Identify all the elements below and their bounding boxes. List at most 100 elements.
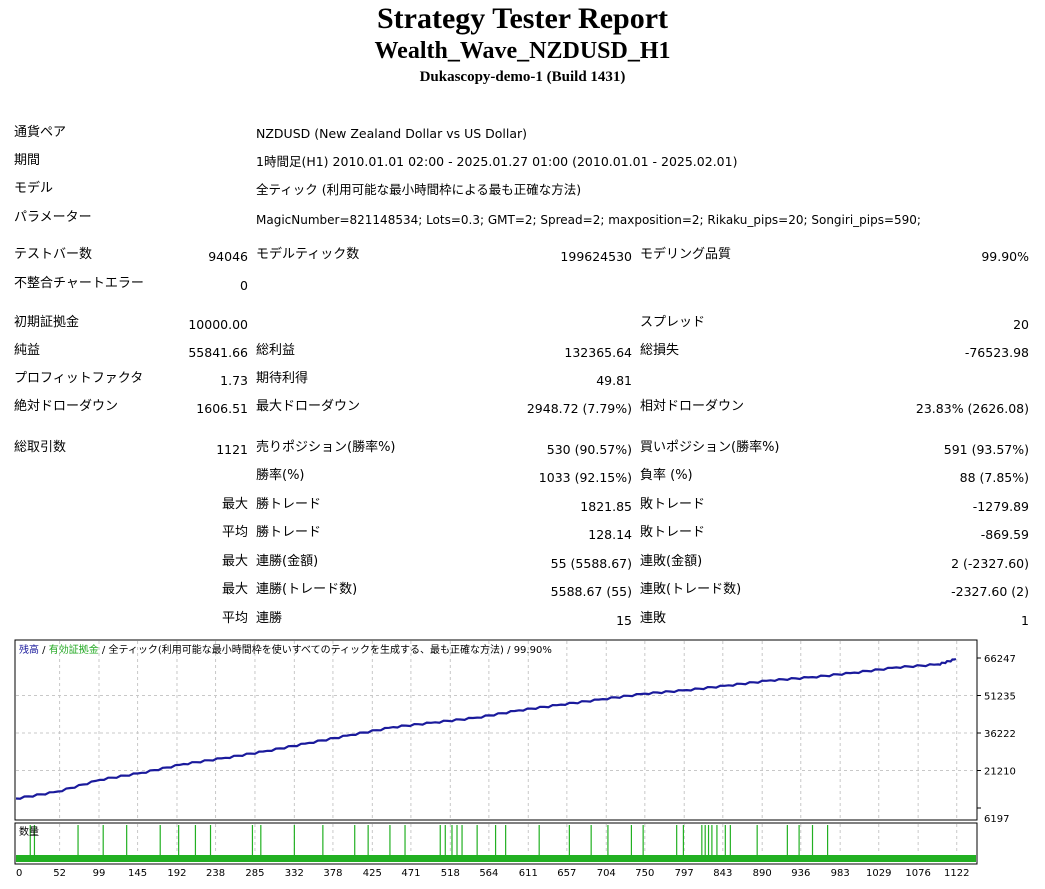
bars-label: テストバー数 [14, 247, 93, 262]
consec-win-count-value: 5588.67 (55) [550, 584, 632, 599]
consec-win-money-label: 連勝(金額) [256, 554, 319, 569]
report-subtitle: Wealth_Wave_NZDUSD_H1 [374, 38, 671, 64]
quality-value: 99.90% [981, 249, 1029, 264]
chart-grid [16, 641, 976, 819]
gross-profit-label: 総利益 [256, 343, 296, 358]
main-plot-frame [14, 639, 978, 821]
x-tick-label: 564 [479, 868, 498, 879]
gross-loss-value: -76523.98 [964, 345, 1029, 360]
x-tick-label: 936 [791, 868, 810, 879]
period-label: 期間 [14, 153, 41, 168]
x-tick-label: 611 [519, 868, 538, 879]
avg-win-value: 128.14 [588, 527, 632, 542]
pair-label: 通貨ペア [14, 125, 67, 140]
avg-loss-value: -869.59 [980, 527, 1029, 542]
x-tick-label: 1122 [944, 868, 969, 879]
avg-consec-win-label: 連勝 [256, 611, 283, 626]
long-positions-label: 買いポジション(勝率%) [640, 440, 780, 455]
chart-legend: 残高 / 有効証拠金 / 全ティック(利用可能な最小時間枠を使いすべてのティック… [19, 643, 552, 656]
legend-model: / 全ティック(利用可能な最小時間枠を使いすべてのティックを生成する、最も正確な… [99, 643, 552, 656]
lossrate-label: 負率 (%) [640, 468, 693, 483]
bars-value: 94046 [208, 249, 248, 264]
model-label: モデル [14, 181, 54, 196]
x-tick-label: 518 [441, 868, 460, 879]
params-label: パラメーター [14, 210, 92, 225]
max-win-value: 1821.85 [580, 499, 632, 514]
volume-baseline [16, 855, 976, 862]
y-tick-label: 66247 [984, 654, 1016, 665]
x-tick-label: 843 [713, 868, 732, 879]
x-tick-label: 52 [53, 868, 66, 879]
x-tick-label: 1076 [905, 868, 930, 879]
y-tick-labels: 66247 51235 36222 21210 6197 [977, 654, 1016, 825]
avg-consec-loss-value: 1 [1021, 613, 1029, 628]
x-tick-label: 192 [167, 868, 186, 879]
total-trades-value: 1121 [216, 442, 248, 457]
ticks-value: 199624530 [560, 249, 632, 264]
deposit-label: 初期証拠金 [14, 315, 80, 330]
report-build: Dukascopy-demo-1 (Build 1431) [419, 69, 626, 85]
winrate-label: 勝率(%) [256, 468, 305, 483]
lossrate-value: 88 (7.85%) [959, 470, 1029, 485]
total-trades-label: 総取引数 [14, 440, 67, 455]
consec-win-count-label: 連勝(トレード数) [256, 582, 358, 597]
short-positions-value: 530 (90.57%) [546, 442, 632, 457]
abs-drawdown-value: 1606.51 [196, 401, 248, 416]
y-tick-label: 6197 [984, 814, 1009, 825]
params-value: MagicNumber=821148534; Lots=0.3; GMT=2; … [256, 213, 921, 227]
x-tick-label: 1029 [866, 868, 891, 879]
period-value: 1時間足(H1) 2010.01.01 02:00 - 2025.01.27 0… [256, 154, 738, 169]
avg-loss-label: 敗トレード [640, 525, 706, 540]
y-tick-label: 51235 [984, 691, 1016, 702]
max-drawdown-label: 最大ドローダウン [256, 399, 361, 414]
x-tick-labels: 0 52 99 145 192 238 285 332 378 425 471 518 564 611 65… [16, 868, 969, 879]
x-tick-label: 471 [401, 868, 420, 879]
profit-factor-label: プロフィットファクタ [14, 371, 144, 386]
max-loss-label: 敗トレード [640, 497, 706, 512]
x-tick-label: 332 [285, 868, 304, 879]
balance-line [15, 657, 957, 800]
mismatch-value: 0 [240, 278, 248, 293]
max-drawdown-value: 2948.72 (7.79%) [526, 401, 632, 416]
expected-payoff-value: 49.81 [596, 373, 632, 388]
deposit-value: 10000.00 [188, 317, 248, 332]
x-tick-label: 657 [557, 868, 576, 879]
expected-payoff-label: 期待利得 [256, 371, 309, 386]
pair-value: NZDUSD (New Zealand Dollar vs US Dollar) [256, 126, 528, 141]
net-label: 純益 [14, 343, 41, 358]
quality-label: モデリング品質 [640, 247, 732, 262]
max-label-1: 最大 [221, 497, 248, 512]
consec-loss-money-label: 連敗(金額) [640, 554, 703, 569]
max-label-3: 最大 [221, 582, 248, 597]
max-label-2: 最大 [221, 554, 248, 569]
gross-profit-value: 132365.64 [564, 345, 632, 360]
max-loss-value: -1279.89 [972, 499, 1029, 514]
x-tick-label: 704 [597, 868, 616, 879]
avg-consec-win-value: 15 [616, 613, 632, 628]
x-tick-label: 238 [206, 868, 225, 879]
model-value: 全ティック (利用可能な最小時間枠による最も正確な方法) [256, 182, 582, 197]
short-positions-label: 売りポジション(勝率%) [256, 440, 396, 455]
x-tick-label: 750 [635, 868, 654, 879]
rel-drawdown-value: 23.83% (2626.08) [915, 401, 1029, 416]
avg-label-1: 平均 [221, 525, 248, 540]
avg-label-2: 平均 [221, 611, 248, 626]
x-tick-label: 797 [675, 868, 694, 879]
x-tick-label: 99 [93, 868, 106, 879]
y-tick-label: 21210 [984, 766, 1016, 777]
max-win-label: 勝トレード [256, 497, 322, 512]
winrate-value: 1033 (92.15%) [538, 470, 632, 485]
spread-label: スプレッド [640, 315, 706, 330]
y-tick-label: 36222 [984, 729, 1016, 740]
consec-loss-count-value: -2327.60 (2) [951, 584, 1029, 599]
volume-label: 数量 [19, 825, 39, 838]
long-positions-value: 591 (93.57%) [943, 442, 1029, 457]
report-title: Strategy Tester Report [376, 2, 669, 35]
x-tick-label: 145 [128, 868, 147, 879]
rel-drawdown-label: 相対ドローダウン [640, 399, 745, 414]
net-value: 55841.66 [188, 345, 248, 360]
consec-win-money-value: 55 (5588.67) [550, 556, 632, 571]
avg-win-label: 勝トレード [256, 525, 322, 540]
x-tick-label: 890 [753, 868, 772, 879]
mismatch-label: 不整合チャートエラー [14, 276, 144, 291]
